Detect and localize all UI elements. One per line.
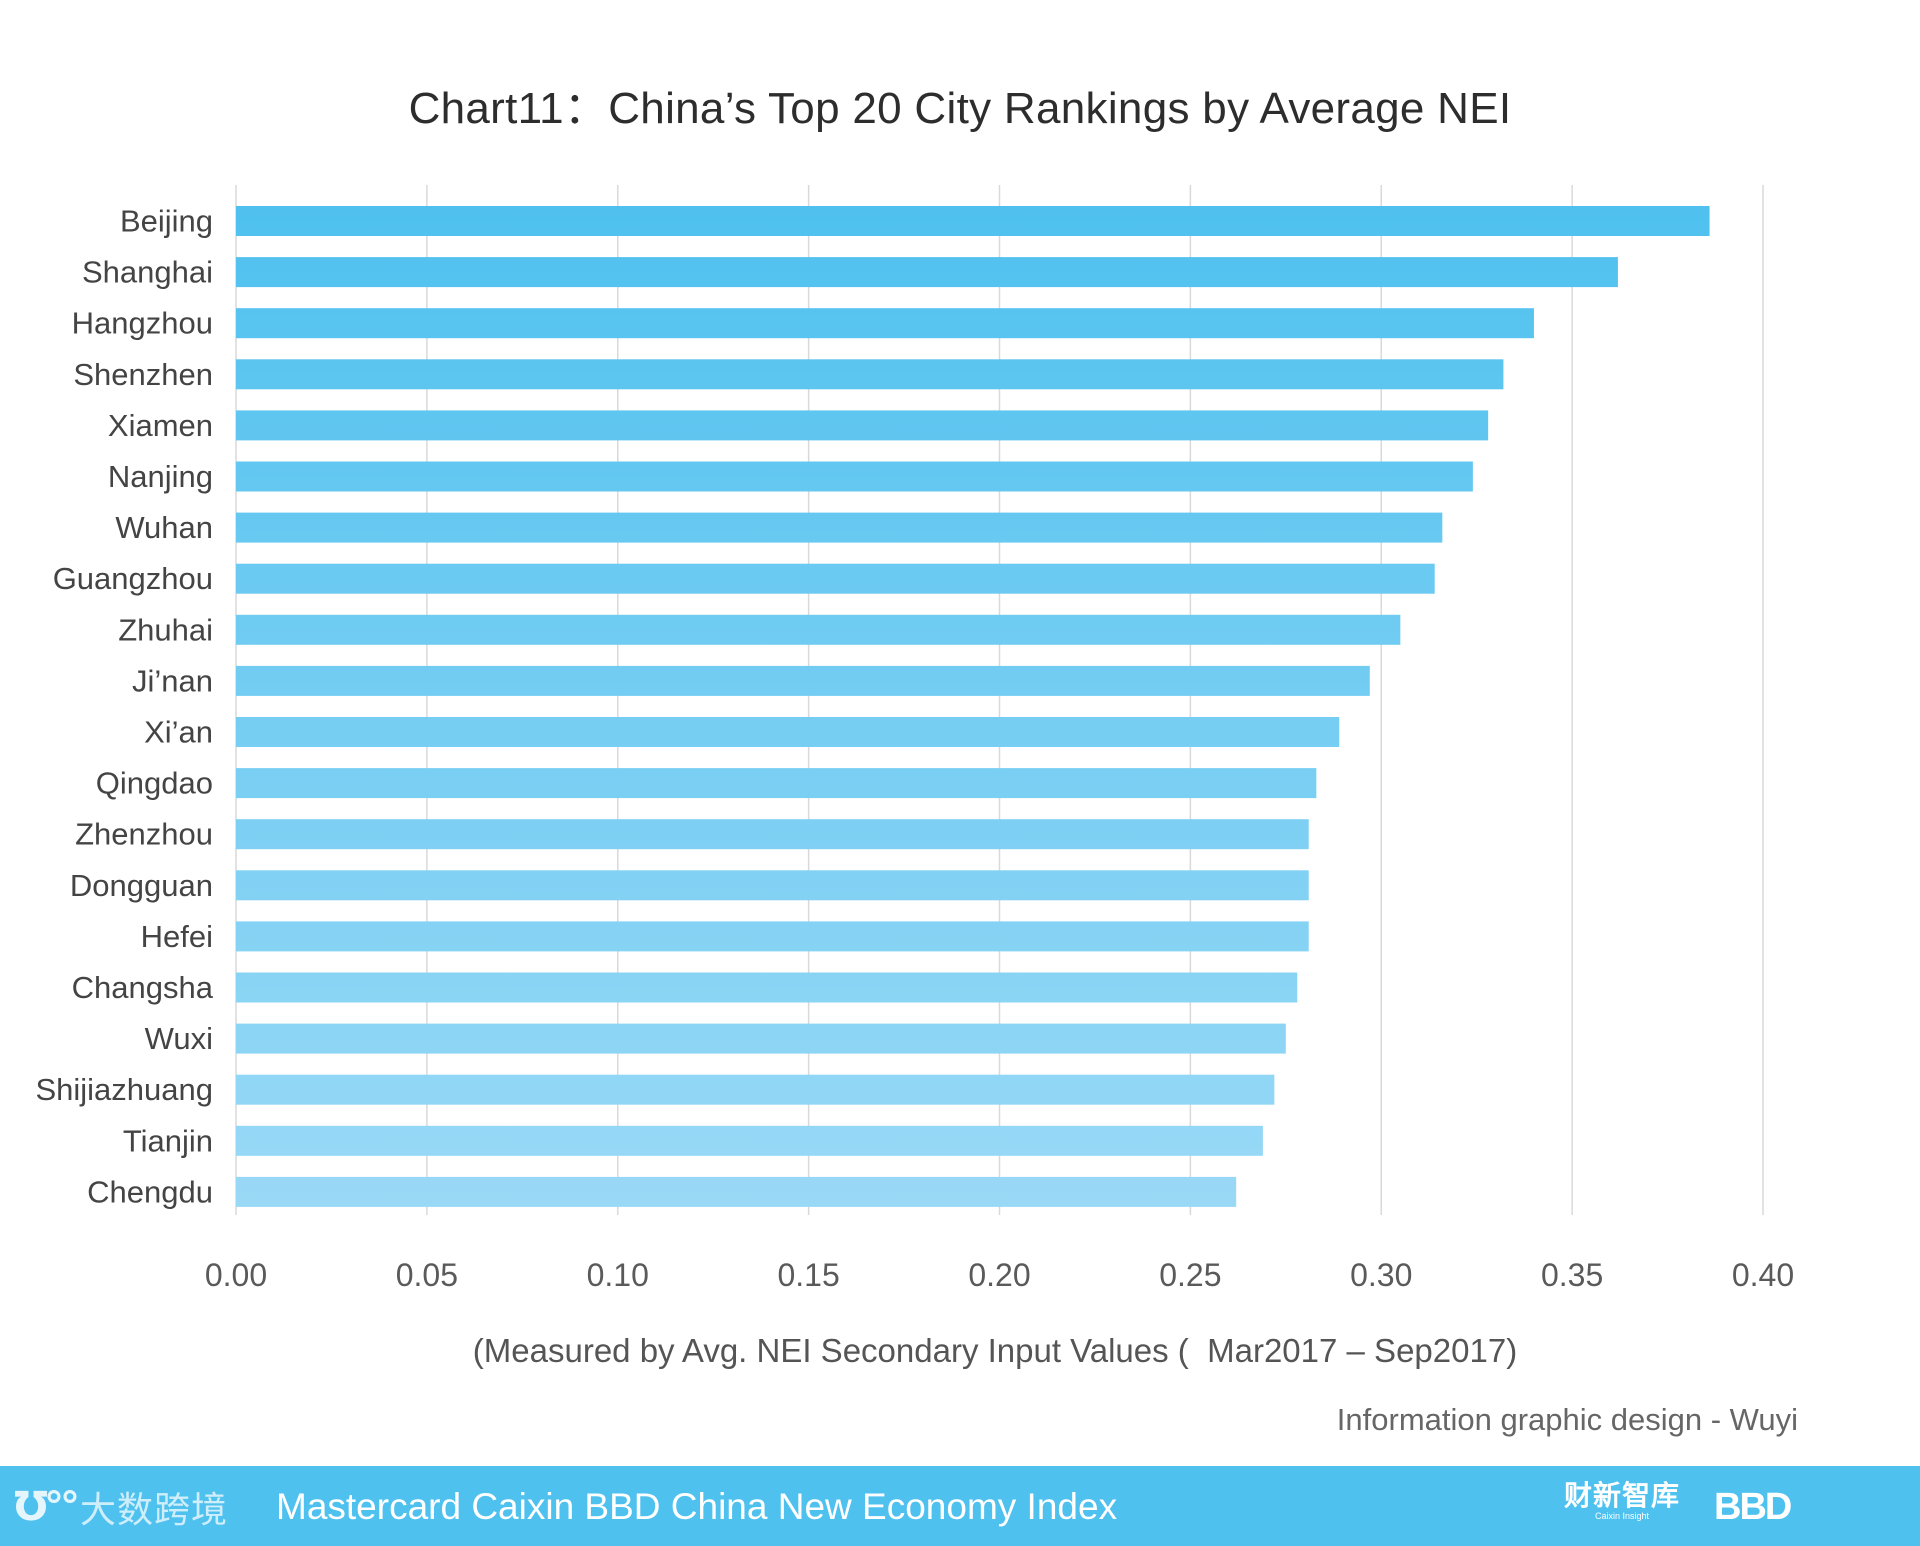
bar-qingdao: [236, 768, 1317, 799]
bar-tianjin: [236, 1125, 1263, 1156]
category-label-zhenzhou: Zhenzhou: [75, 817, 213, 852]
x-axis-tick-labels: 0.00 0.05 0.10 0.15 0.20 0.25 0.30 0.35 0.40: [205, 1257, 1794, 1293]
category-label-chengdu: Chengdu: [87, 1174, 213, 1209]
x-tick-label-0.20: 0.20: [968, 1257, 1030, 1293]
bar-chart: Beijing Shanghai Hangzhou Shenzhen Xiamen Nan…: [35, 185, 1794, 1293]
caixin-insight-logo: 财新智库 Caixin Insight: [1564, 1482, 1680, 1521]
category-label-nanjing: Nanjing: [108, 459, 213, 494]
x-tick-label-0.10: 0.10: [587, 1257, 649, 1293]
category-label-changsha: Changsha: [72, 970, 214, 1005]
category-label-xi-an: Xi’an: [144, 715, 213, 750]
x-tick-label-0.40: 0.40: [1732, 1257, 1794, 1293]
bar-dongguan: [236, 870, 1309, 901]
x-tick-label-0.15: 0.15: [777, 1257, 839, 1293]
bar-xi-an: [236, 717, 1340, 747]
caixin-logo-en: Caixin Insight: [1594, 1511, 1650, 1521]
category-label-wuhan: Wuhan: [115, 510, 213, 545]
design-credit: Information graphic design - Wuyi: [1336, 1402, 1798, 1437]
bar-ji-nan: [236, 665, 1370, 696]
footer-title: Mastercard Caixin BBD China New Economy …: [276, 1486, 1118, 1527]
category-label-hangzhou: Hangzhou: [72, 306, 213, 341]
logo-text: 大数跨境: [80, 1490, 229, 1531]
bar-shanghai: [236, 257, 1618, 288]
category-label-guangzhou: Guangzhou: [53, 561, 213, 596]
x-axis-label: (Measured by Avg. NEI Secondary Input Va…: [472, 1332, 1518, 1369]
bar-zhuhai: [236, 614, 1401, 645]
category-label-wuxi: Wuxi: [145, 1021, 213, 1056]
bigdata-crossborder-logo: ℧°° 大数跨境: [14, 1484, 229, 1531]
caixin-logo-cn: 财新智库: [1564, 1479, 1681, 1512]
bars: [236, 206, 1710, 1207]
logo-mark-icon: ℧°°: [14, 1484, 80, 1530]
category-label-ji-nan: Ji’nan: [132, 663, 213, 698]
bar-zhenzhou: [236, 819, 1309, 850]
category-label-shijiazhuang: Shijiazhuang: [35, 1072, 213, 1107]
bbd-logo: BBD: [1714, 1486, 1792, 1528]
category-label-shenzhen: Shenzhen: [73, 357, 213, 392]
bar-wuxi: [236, 1023, 1286, 1054]
bar-nanjing: [236, 461, 1473, 492]
category-label-dongguan: Dongguan: [70, 868, 213, 903]
x-tick-label-0.05: 0.05: [396, 1257, 458, 1293]
category-label-hefei: Hefei: [141, 919, 213, 954]
bar-hangzhou: [236, 308, 1534, 339]
bar-xiamen: [236, 410, 1489, 441]
category-label-xiamen: Xiamen: [108, 408, 213, 443]
chart-title: Chart11：China’s Top 20 City Rankings by …: [408, 84, 1512, 133]
bar-changsha: [236, 972, 1298, 1003]
x-tick-label-0.25: 0.25: [1159, 1257, 1221, 1293]
bar-hefei: [236, 921, 1309, 952]
category-label-tianjin: Tianjin: [123, 1123, 213, 1158]
bar-beijing: [236, 206, 1710, 236]
category-labels: Beijing Shanghai Hangzhou Shenzhen Xiamen Nan…: [35, 204, 213, 1210]
category-label-beijing: Beijing: [120, 204, 213, 239]
bar-shenzhen: [236, 359, 1504, 390]
category-label-zhuhai: Zhuhai: [118, 612, 213, 647]
bar-guangzhou: [236, 563, 1435, 594]
category-label-qingdao: Qingdao: [96, 766, 213, 801]
x-tick-label-0.30: 0.30: [1350, 1257, 1412, 1293]
category-label-shanghai: Shanghai: [82, 255, 213, 290]
bar-wuhan: [236, 512, 1443, 543]
bar-chengdu: [236, 1176, 1237, 1207]
footer-bar: ℧°° 大数跨境 Mastercard Caixin BBD China New…: [0, 1466, 1920, 1546]
gridlines: [235, 185, 1764, 1215]
x-tick-label-0.00: 0.00: [205, 1257, 267, 1293]
x-tick-label-0.35: 0.35: [1541, 1257, 1603, 1293]
bar-shijiazhuang: [236, 1074, 1275, 1105]
